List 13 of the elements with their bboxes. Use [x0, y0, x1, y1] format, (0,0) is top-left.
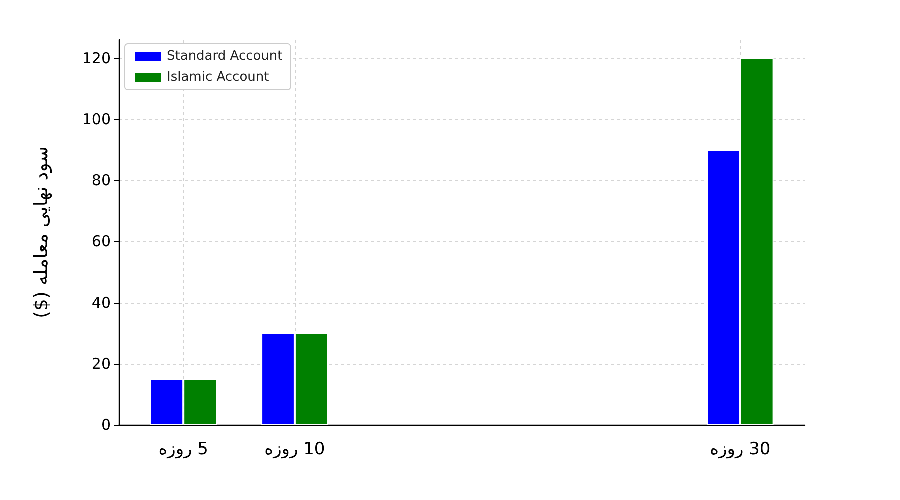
y-tick-label: 40	[92, 294, 111, 312]
x-tick-label: 5 روزه	[158, 440, 208, 460]
y-tick-label: 80	[92, 172, 111, 190]
y-axis-title: سود نهایی معامله ($)	[30, 146, 52, 318]
y-tick-label: 60	[92, 232, 111, 251]
y-tick-label: 120	[82, 49, 111, 68]
x-tick-label: 10 روزه	[264, 440, 326, 460]
y-tick-label: 0	[101, 416, 111, 434]
legend-label: Standard Account	[167, 49, 283, 64]
legend-label: Islamic Account	[167, 70, 270, 85]
x-tick-label: 30 روزه	[710, 440, 771, 460]
y-tick-label: 20	[92, 354, 111, 373]
y-tick-label: 100	[82, 110, 111, 128]
